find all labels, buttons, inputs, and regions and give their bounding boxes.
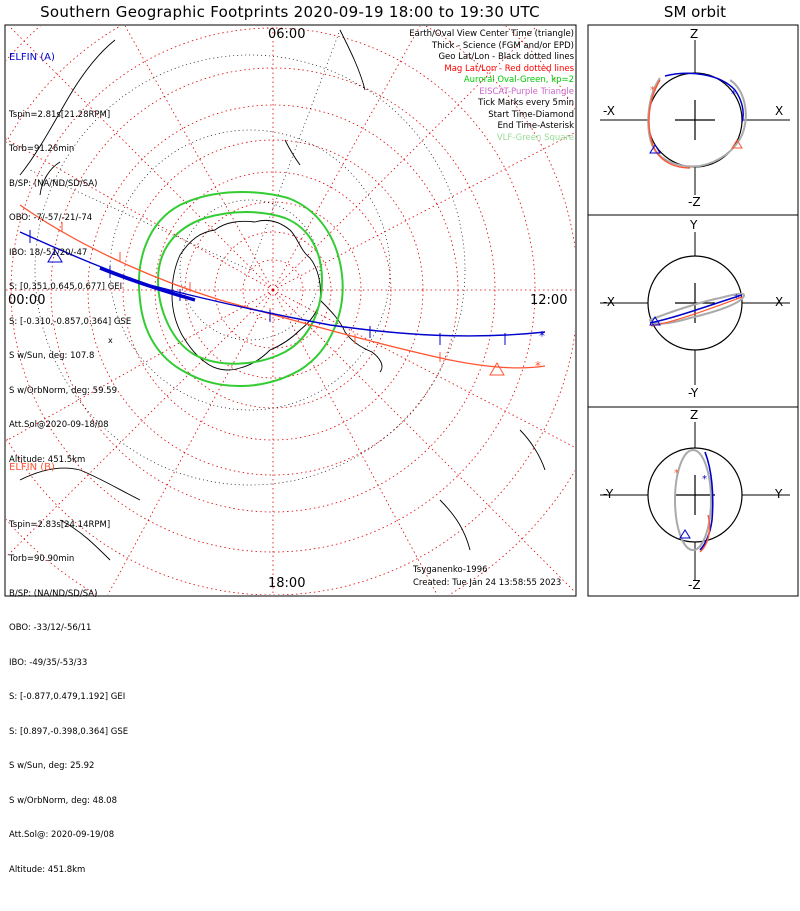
sm3-orbit-gray (674, 449, 712, 551)
elfin-b-info: ELFIN (B) Tspin=2.83s[24.14RPM] Torb=90.… (9, 439, 128, 911)
sm1-orbit-elfin-a (664, 72, 744, 123)
legend-item: VLF-Green Square (496, 132, 574, 143)
sm-orbit-title: SM orbit (663, 3, 727, 21)
sm1-left-label: -X (603, 104, 615, 118)
sm3-right-label: Y (775, 487, 783, 501)
elfin-a-line: S w/Sun, deg: 107.8 (9, 351, 95, 361)
elfin-a-line: Altitude: 451.5km (9, 454, 86, 465)
svg-text:*: * (674, 468, 679, 479)
elfin-b-end-asterisk: * (535, 359, 541, 373)
legend-item: Earth/Oval View Center Time (triangle) (409, 29, 574, 39)
svg-text:*: * (734, 293, 739, 304)
sm3-top-label: Z (690, 408, 699, 422)
elfin-a-tick-marks (29, 230, 506, 345)
map-cross-marker: x (108, 336, 113, 345)
legend-item: Mag Lat/Lon - Red dotted lines (444, 63, 574, 74)
sm-panel-frame-yz (587, 406, 799, 597)
map-title: Southern Geographic Footprints 2020-09-1… (40, 3, 540, 21)
sm-panel-yz: * * (600, 422, 790, 580)
sm1-bottom-label: -Z (688, 195, 701, 209)
sm2-left-label: -X (603, 295, 615, 309)
elfin-b-line: B/SP: (NA/ND/SD/SA) (9, 588, 98, 599)
mag-longitude-lines (6, 26, 575, 595)
legend-item: Auroral Oval-Green, kp=2 (463, 75, 574, 85)
time-label-right: 12:00 (530, 293, 568, 308)
elfin-a-header: ELFIN (A) (9, 52, 55, 63)
sm3-bottom-label: -Z (688, 578, 701, 592)
sm3-orbit-elfin-a (699, 451, 714, 551)
elfin-b-line: S w/OrbNorm, deg: 48.08 (9, 795, 118, 806)
elfin-b-line: S: [-0.877,0.479,1.192] GEI (9, 692, 126, 702)
elfin-a-info: ELFIN (A) Tspin=2.81s[21.28RPM] Torb=91.… (9, 29, 131, 501)
polar-map: * * x (6, 26, 575, 595)
sm1-triangle-a (649, 144, 661, 154)
sm1-top-label: Z (690, 27, 699, 41)
sm3-orbit-elfin-b (699, 514, 711, 553)
elfin-b-line: S w/Sun, deg: 25.92 (9, 761, 95, 771)
elfin-b-line: IBO: -49/35/-53/33 (9, 657, 88, 668)
sm2-right-label: X (775, 295, 784, 309)
elfin-b-line: OBO: -33/12/-56/11 (9, 623, 92, 633)
elfin-b-line: Tspin=2.83s[24.14RPM] (9, 519, 111, 530)
sm3-triangle-a (679, 529, 691, 539)
elfin-b-line: Att.Sol@: 2020-09-19/08 (9, 830, 115, 840)
elfin-a-end-asterisk: * (539, 329, 545, 343)
elfin-a-line: S: [0.351,0.645,0.677] GEI (9, 282, 123, 292)
auroral-oval-inner (156, 211, 324, 365)
elfin-b-center-triangle (489, 362, 505, 376)
elfin-a-line: Att.Sol@2020-09-18/08 (9, 420, 109, 430)
elfin-b-line: Altitude: 451.8km (9, 864, 86, 875)
legend-item: Start Time-Diamond (488, 109, 574, 120)
time-label-left: 00:00 (8, 293, 46, 308)
elfin-a-line: Tspin=2.81s[21.28RPM] (9, 109, 111, 120)
time-label-top: 06:00 (268, 27, 306, 42)
figure-canvas: * * x * * (4, 24, 799, 597)
legend-item: Geo Lat/Lon - Black dotted lines (438, 52, 574, 62)
sm1-triangle-b (731, 139, 743, 149)
svg-text:*: * (731, 89, 736, 100)
sm-panel-xz: * * (600, 40, 790, 195)
sm1-right-label: X (775, 104, 784, 118)
sm2-top-label: Y (690, 218, 698, 232)
legend-item: Thick - Science (FGM and/or EPD) (431, 40, 574, 51)
elfin-a-track (19, 231, 546, 337)
sm-panel-xy: * (600, 232, 790, 385)
legend-item: End Time-Asterisk (497, 121, 574, 131)
elfin-a-line: Torb=91.26min (9, 144, 75, 154)
elfin-a-line: OBO: -7/-57/-21/-74 (9, 213, 93, 223)
elfin-b-line: Torb=90.90min (9, 554, 75, 564)
elfin-a-center-triangle (47, 249, 63, 263)
elfin-b-track (19, 204, 546, 369)
credit-author: Tsyganenko-1996 (413, 565, 488, 575)
legend: Earth/Oval View Center Time (triangle) T… (409, 29, 574, 144)
elfin-a-line: IBO: 18/-51/20/-47 (9, 247, 88, 258)
coastlines (19, 29, 546, 561)
legend-item: EISCAT-Purple Triangle (479, 86, 574, 97)
map-frame (4, 24, 577, 597)
time-label-bottom: 18:00 (268, 576, 306, 591)
legend-item: Tick Marks every 5min (478, 98, 574, 108)
elfin-a-line: S w/OrbNorm, deg: 59.59 (9, 385, 118, 396)
elfin-a-line: B/SP: (NA/ND/SD/SA) (9, 178, 98, 189)
svg-text:*: * (650, 85, 655, 96)
elfin-a-line: S: [-0.310,-0.857,0.364] GSE (9, 316, 132, 327)
sm2-bottom-label: -Y (688, 386, 699, 400)
sm3-left-label: -Y (603, 487, 614, 501)
credit-created: Created: Tue Jan 24 13:58:55 2023 (413, 578, 562, 588)
sm1-orbit-elfin-b-path (648, 79, 691, 169)
auroral-oval-outer (138, 191, 344, 387)
elfin-b-header: ELFIN (B) (9, 462, 55, 473)
svg-text:*: * (702, 474, 707, 485)
geo-grid (29, 29, 466, 486)
elfin-b-line: S: [0.897,-0.398,0.364] GSE (9, 726, 129, 737)
sm2-triangle-a (649, 316, 661, 326)
sm2-orbit-gray (648, 292, 745, 325)
